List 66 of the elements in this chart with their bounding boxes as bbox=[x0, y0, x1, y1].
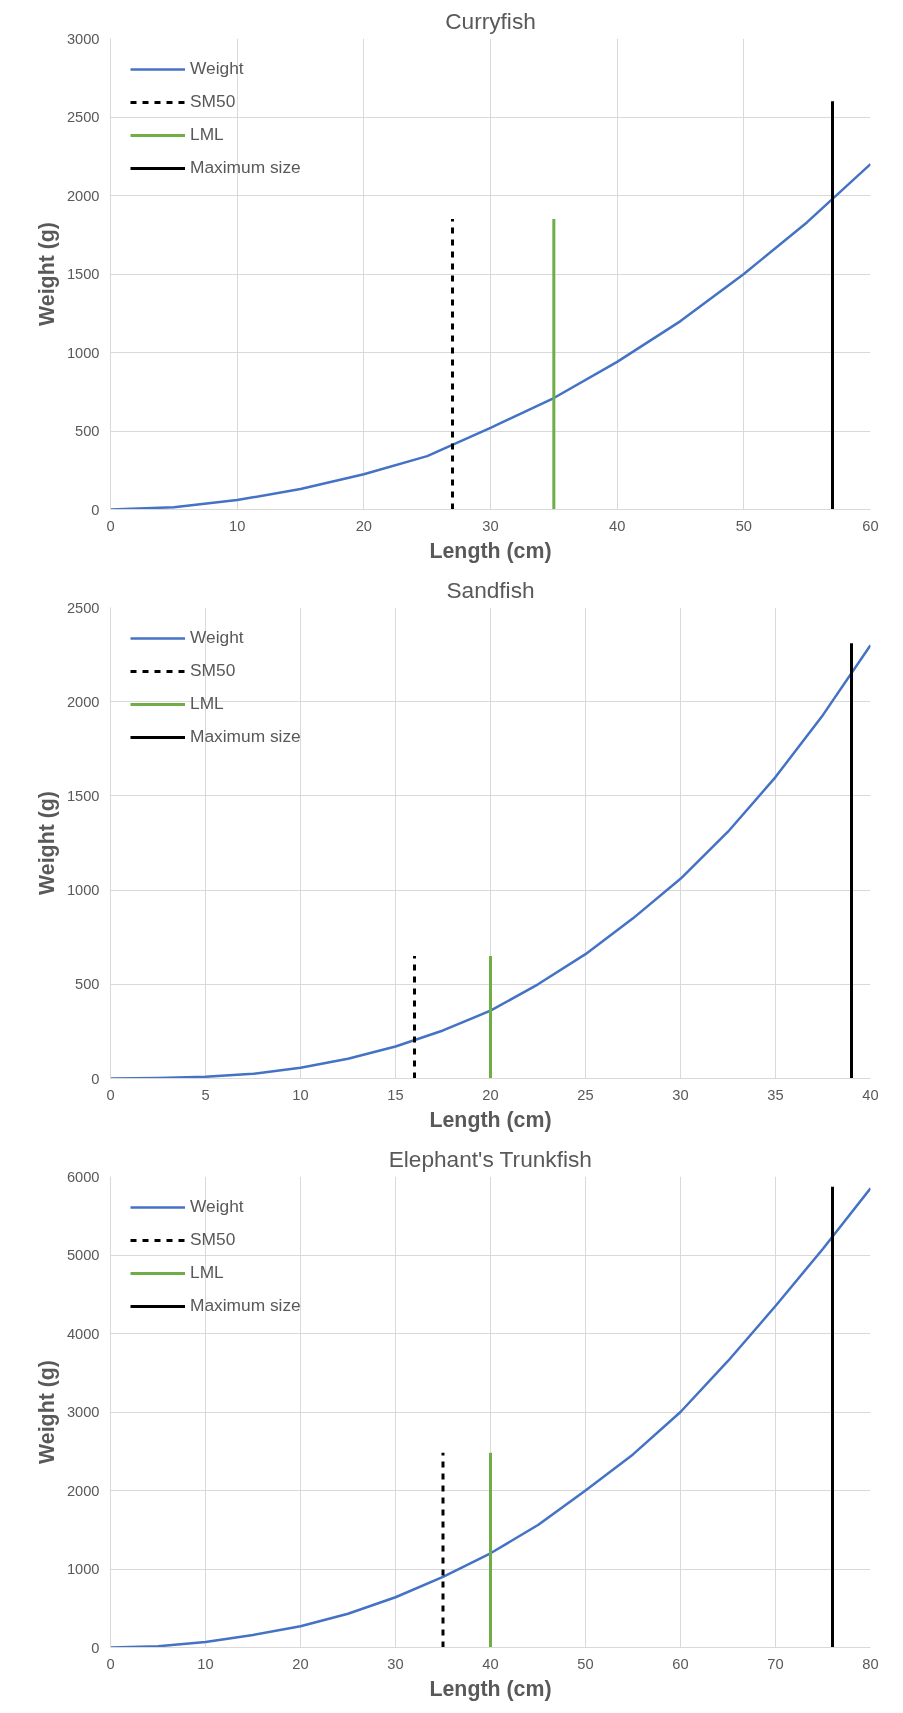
x-tick-label: 0 bbox=[106, 517, 115, 534]
y-tick-label: 0 bbox=[91, 1639, 100, 1656]
legend-label: LML bbox=[190, 124, 224, 145]
x-tick-label: 70 bbox=[767, 1655, 784, 1672]
y-tick-label: 500 bbox=[75, 976, 100, 993]
x-tick-label: 20 bbox=[292, 1655, 309, 1672]
legend-label: SM50 bbox=[190, 91, 236, 112]
y-tick-label: 3000 bbox=[66, 1404, 100, 1420]
x-tick-label: 0 bbox=[106, 1086, 115, 1103]
legend-label: Weight bbox=[190, 1196, 244, 1217]
x-tick-label: 40 bbox=[482, 1655, 499, 1672]
y-axis-title: Weight (g) bbox=[34, 1360, 59, 1464]
legend-label: LML bbox=[190, 1262, 224, 1283]
legend-label: LML bbox=[190, 693, 224, 714]
x-axis-title: Length (cm) bbox=[429, 1107, 552, 1132]
y-tick-label: 1000 bbox=[66, 882, 100, 899]
y-tick-label: 0 bbox=[91, 501, 100, 518]
y-tick-label: 1000 bbox=[66, 344, 100, 361]
x-tick-label: 20 bbox=[482, 1086, 499, 1103]
y-tick-label: 5000 bbox=[66, 1247, 100, 1263]
y-tick-label: 2000 bbox=[66, 187, 100, 204]
x-tick-label: 15 bbox=[387, 1086, 404, 1103]
legend-label: Maximum size bbox=[190, 1295, 301, 1316]
x-tick-label: 0 bbox=[106, 1655, 115, 1672]
x-tick-label: 40 bbox=[862, 1086, 879, 1103]
y-tick-label: 2500 bbox=[66, 109, 100, 125]
x-tick-label: 80 bbox=[862, 1655, 879, 1672]
x-tick-label: 25 bbox=[577, 1086, 594, 1103]
legend-label: SM50 bbox=[190, 1229, 236, 1250]
y-tick-label: 2000 bbox=[66, 693, 100, 710]
y-tick-label: 1000 bbox=[66, 1561, 100, 1577]
y-tick-label: 1500 bbox=[66, 787, 100, 804]
y-tick-label: 3000 bbox=[66, 30, 100, 47]
x-tick-label: 50 bbox=[577, 1655, 594, 1672]
y-tick-label: 500 bbox=[75, 423, 100, 439]
y-tick-label: 2500 bbox=[66, 599, 100, 616]
y-tick-label: 0 bbox=[91, 1070, 100, 1087]
legend-label: Maximum size bbox=[190, 726, 301, 747]
x-tick-label: 30 bbox=[482, 517, 499, 534]
x-tick-label: 10 bbox=[292, 1086, 309, 1103]
legend-label: Weight bbox=[190, 627, 244, 648]
x-tick-label: 10 bbox=[229, 517, 246, 534]
legend-label: Maximum size bbox=[190, 157, 301, 178]
x-axis-title: Length (cm) bbox=[429, 1676, 552, 1701]
x-tick-label: 10 bbox=[197, 1655, 214, 1672]
y-tick-label: 1500 bbox=[66, 266, 100, 282]
y-axis-title: Weight (g) bbox=[34, 791, 59, 895]
y-tick-label: 4000 bbox=[66, 1325, 100, 1342]
x-tick-label: 40 bbox=[609, 517, 626, 534]
chart-title: Curryfish bbox=[445, 7, 536, 34]
x-tick-label: 60 bbox=[672, 1655, 689, 1672]
x-tick-label: 30 bbox=[672, 1086, 689, 1103]
x-tick-label: 5 bbox=[201, 1086, 210, 1103]
x-tick-label: 20 bbox=[355, 517, 372, 534]
x-tick-label: 35 bbox=[767, 1086, 784, 1103]
y-tick-label: 6000 bbox=[66, 1168, 100, 1185]
x-axis-title: Length (cm) bbox=[429, 538, 552, 563]
y-tick-label: 2000 bbox=[66, 1482, 100, 1499]
x-tick-label: 50 bbox=[735, 517, 752, 534]
legend-label: SM50 bbox=[190, 660, 236, 681]
chart-title: Elephant's Trunkfish bbox=[388, 1145, 592, 1172]
legend-label: Weight bbox=[190, 58, 244, 79]
x-tick-label: 60 bbox=[862, 517, 879, 534]
chart-title: Sandfish bbox=[446, 576, 535, 603]
x-tick-label: 30 bbox=[387, 1655, 404, 1672]
y-axis-title: Weight (g) bbox=[34, 222, 59, 326]
